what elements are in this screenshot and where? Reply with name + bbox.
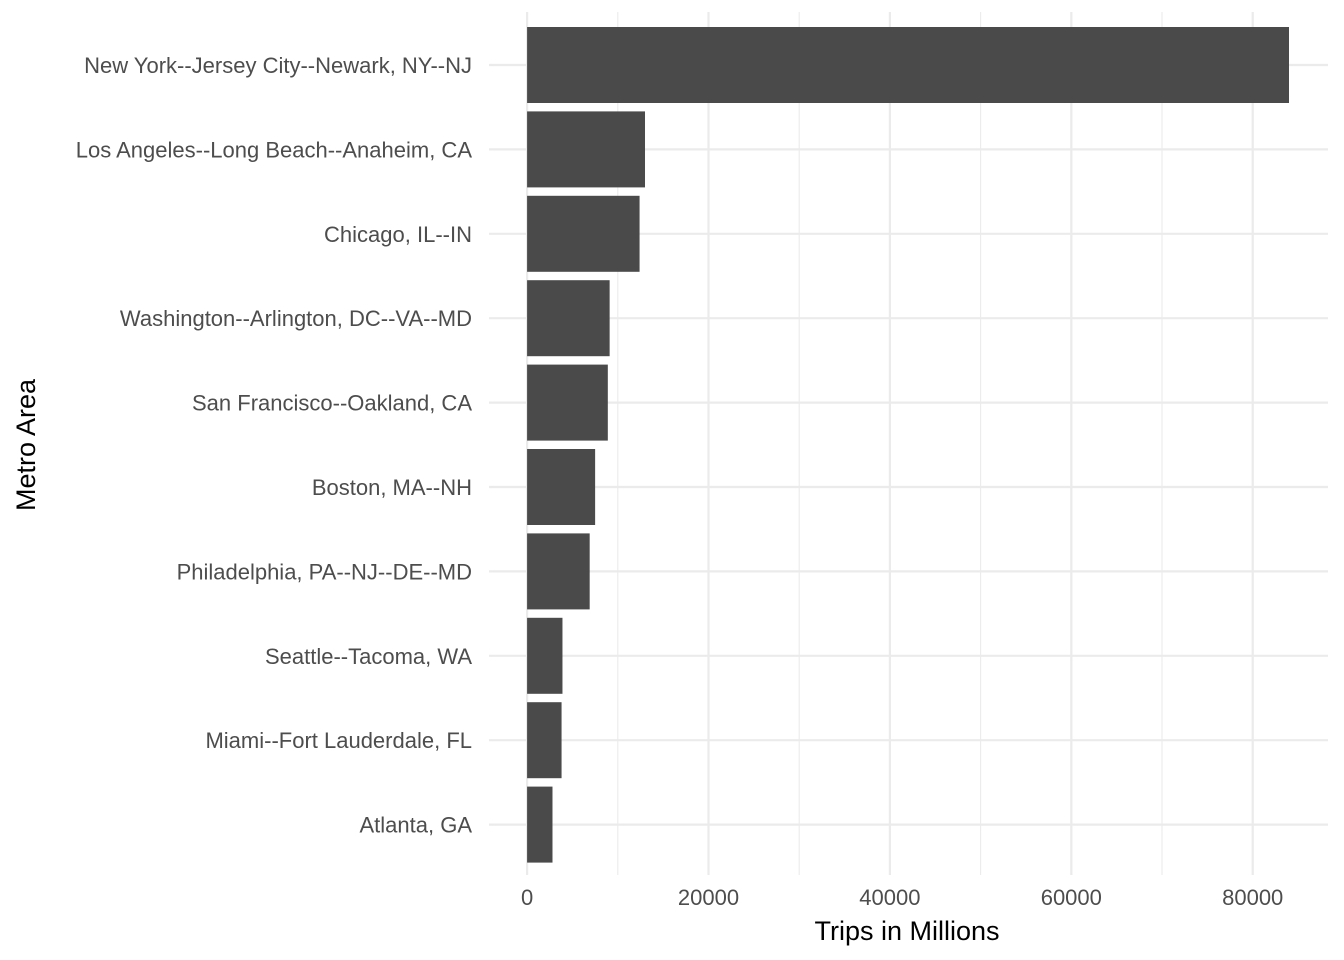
y-tick-label: Chicago, IL--IN (324, 222, 472, 247)
x-tick-label: 60000 (1041, 885, 1102, 910)
bar (527, 702, 562, 779)
y-tick-label: Atlanta, GA (359, 813, 472, 838)
x-axis-title: Trips in Millions (814, 916, 999, 946)
x-tick-label: 20000 (678, 885, 739, 910)
bar (527, 786, 553, 863)
y-tick-label: Philadelphia, PA--NJ--DE--MD (177, 559, 472, 584)
y-tick-label: New York--Jersey City--Newark, NY--NJ (84, 53, 472, 78)
bar (527, 364, 608, 441)
y-tick-label: San Francisco--Oakland, CA (192, 391, 472, 416)
bar (527, 27, 1289, 103)
bar (527, 449, 596, 525)
x-tick-label: 80000 (1222, 885, 1283, 910)
y-tick-labels: New York--Jersey City--Newark, NY--NJ Los… (76, 53, 473, 838)
y-tick-label: Miami--Fort Lauderdale, FL (205, 728, 472, 753)
bar (527, 111, 646, 188)
y-tick-label: Washington--Arlington, DC--VA--MD (120, 306, 472, 331)
y-tick-label: Los Angeles--Long Beach--Anaheim, CA (76, 137, 473, 162)
x-tick-labels: 0 20000 40000 60000 80000 (521, 885, 1283, 910)
x-tick-label: 0 (521, 885, 533, 910)
bar (527, 533, 590, 610)
y-axis-title: Metro Area (11, 378, 41, 511)
x-tick-label: 40000 (859, 885, 920, 910)
bar (527, 280, 610, 357)
bars (527, 27, 1289, 863)
y-tick-label: Seattle--Tacoma, WA (265, 644, 472, 669)
bar (527, 195, 640, 272)
y-tick-label: Boston, MA--NH (312, 475, 472, 500)
bar (527, 617, 563, 694)
